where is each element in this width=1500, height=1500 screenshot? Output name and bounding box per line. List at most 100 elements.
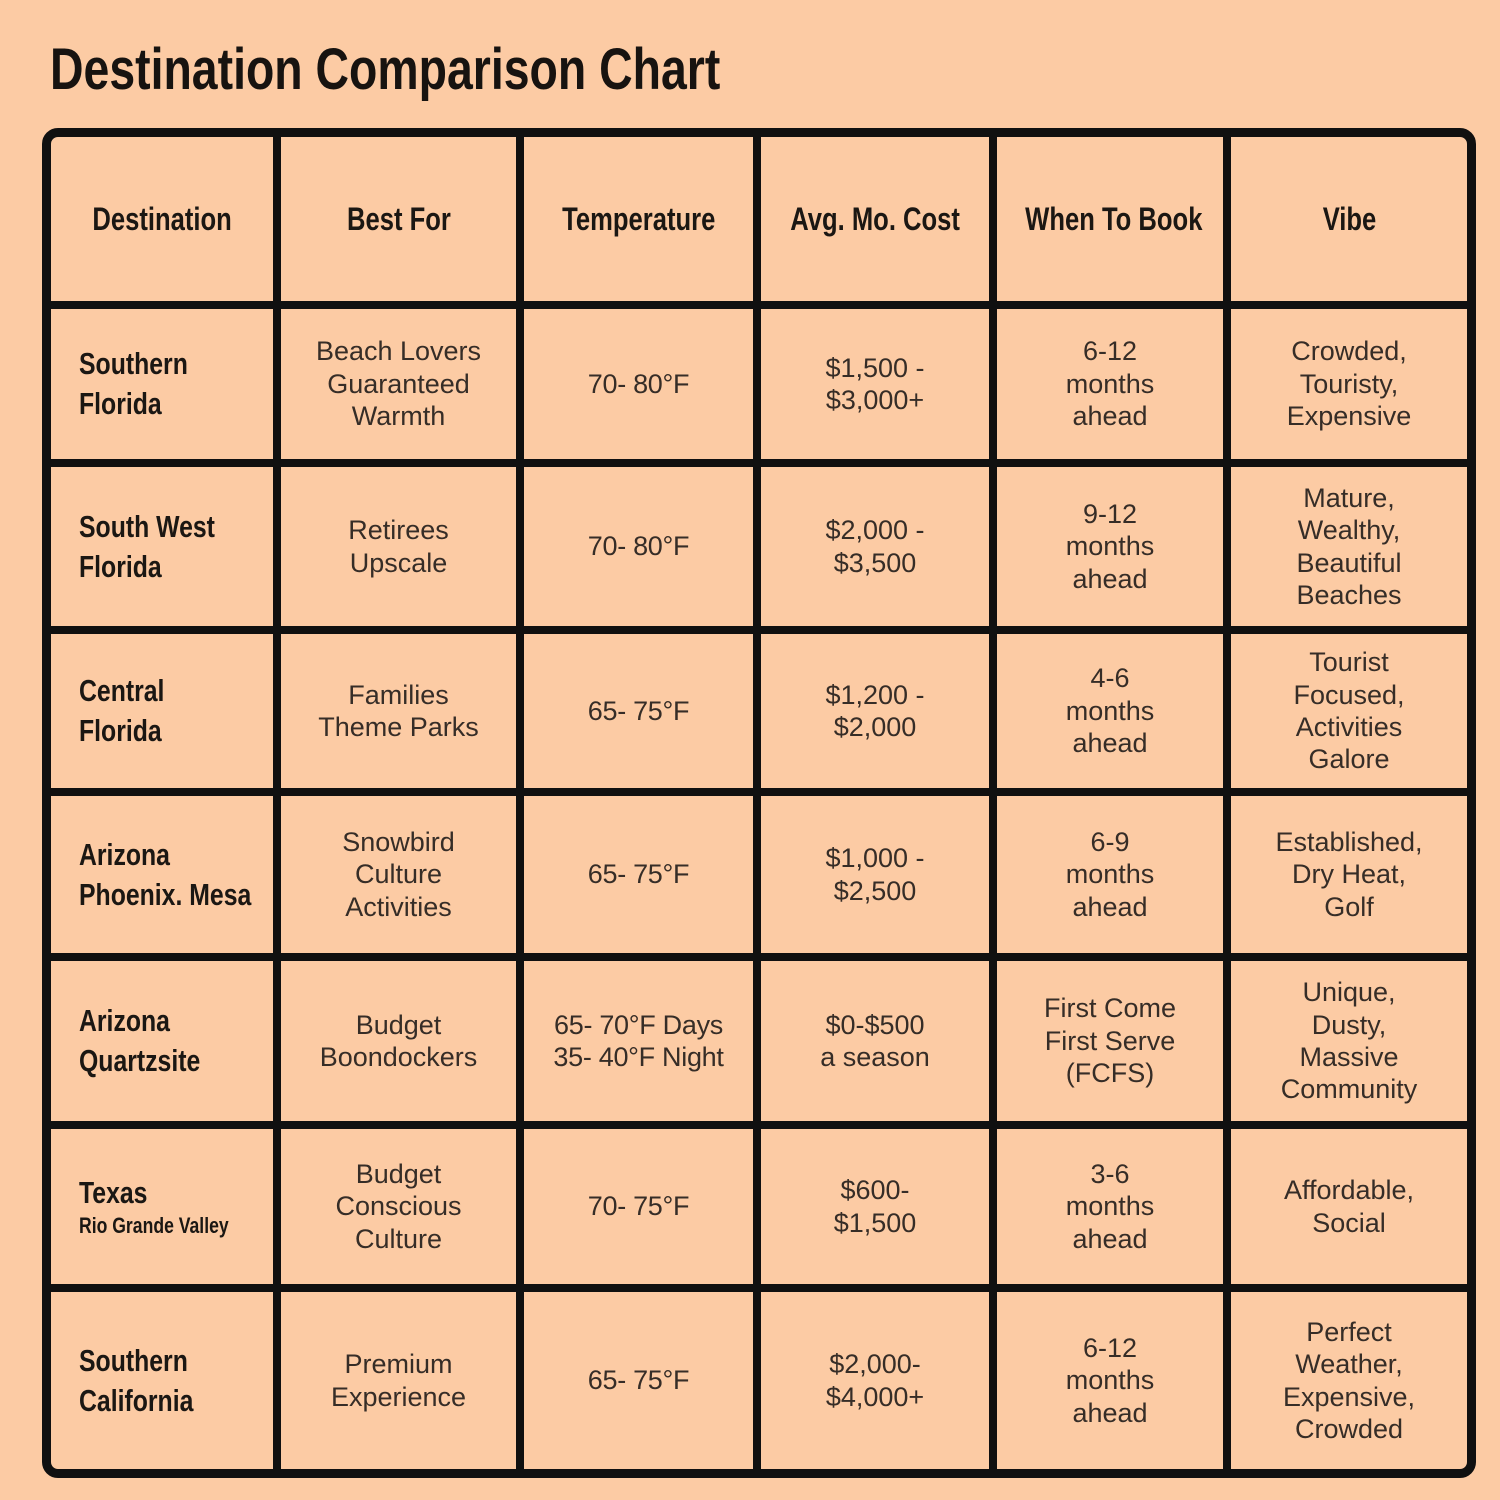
cell-text: Unique, Dusty, Massive Community <box>1280 977 1418 1105</box>
cell-text: 4-6 months ahead <box>1065 663 1155 759</box>
cell-best-for: Budget Conscious Culture <box>281 1129 524 1292</box>
cell-vibe: Perfect Weather, Expensive, Crowded <box>1231 1292 1467 1469</box>
cell-text: 70- 75°F <box>587 1191 690 1222</box>
cell-temperature: 65- 75°F <box>524 634 761 796</box>
cell-vibe: Established, Dry Heat, Golf <box>1231 796 1467 961</box>
cell-temperature: 70- 75°F <box>524 1129 761 1292</box>
cell-avg-mo-cost: $0-$500 a season <box>761 961 997 1129</box>
cell-text: Snowbird Culture Activities <box>342 826 455 922</box>
table-row: Texas Rio Grande Valley Budget Conscious… <box>51 1129 1467 1292</box>
cell-when-to-book: 3-6 months ahead <box>997 1129 1231 1292</box>
header-label: Best For <box>346 200 451 237</box>
cell-text: Established, Dry Heat, Golf <box>1275 826 1423 922</box>
comparison-table: Destination Best For Temperature Avg. Mo… <box>42 128 1476 1478</box>
cell-text: Budget Conscious Culture <box>335 1158 462 1254</box>
destination-name: Arizona Quartzsite <box>79 1001 200 1080</box>
header-when-to-book: When To Book <box>997 137 1231 309</box>
destination-line2: California <box>79 1382 194 1418</box>
cell-text: $2,000- $4,000+ <box>825 1349 925 1412</box>
header-vibe: Vibe <box>1231 137 1467 309</box>
cell-vibe: Mature, Wealthy, Beautiful Beaches <box>1231 467 1467 634</box>
destination-line1: South West <box>79 508 215 544</box>
cell-text: 6-12 months ahead <box>1065 1332 1155 1428</box>
destination-line1: Central <box>79 673 165 709</box>
header-label: Vibe <box>1322 200 1376 237</box>
destination-name: Central Florida <box>79 671 164 750</box>
destination-name: Southern Florida <box>79 344 188 423</box>
cell-text: Beach Lovers Guaranteed Warmth <box>315 336 482 432</box>
cell-text: 6-12 months ahead <box>1065 336 1155 432</box>
cell-text: Families Theme Parks <box>318 679 479 742</box>
cell-destination: Arizona Quartzsite <box>51 961 281 1129</box>
cell-text: First Come First Serve (FCFS) <box>1043 993 1176 1089</box>
cell-text: 65- 75°F <box>587 1365 690 1396</box>
cell-text: 65- 75°F <box>587 695 690 726</box>
cell-destination: Southern California <box>51 1292 281 1469</box>
cell-text: 6-9 months ahead <box>1065 826 1155 922</box>
cell-avg-mo-cost: $600- $1,500 <box>761 1129 997 1292</box>
cell-temperature: 70- 80°F <box>524 467 761 634</box>
cell-text: Budget Boondockers <box>319 1009 478 1072</box>
cell-vibe: Affordable, Social <box>1231 1129 1467 1292</box>
cell-text: 70- 80°F <box>587 531 690 562</box>
header-temperature: Temperature <box>524 137 761 309</box>
cell-text: Tourist Focused, Activities Galore <box>1293 647 1405 775</box>
cell-avg-mo-cost: $1,000 - $2,500 <box>761 796 997 961</box>
cell-text: Mature, Wealthy, Beautiful Beaches <box>1296 482 1402 610</box>
destination-line2: Quartzsite <box>79 1043 201 1078</box>
cell-best-for: Budget Boondockers <box>281 961 524 1129</box>
header-avg-mo-cost: Avg. Mo. Cost <box>761 137 997 309</box>
cell-temperature: 70- 80°F <box>524 309 761 467</box>
cell-text: $1,200 - $2,000 <box>825 679 925 742</box>
cell-destination: South West Florida <box>51 467 281 634</box>
destination-line2: Florida <box>79 548 162 584</box>
cell-best-for: Snowbird Culture Activities <box>281 796 524 961</box>
cell-when-to-book: 6-12 months ahead <box>997 1292 1231 1469</box>
cell-text: $600- $1,500 <box>833 1175 917 1238</box>
destination-line2: Phoenix. Mesa <box>79 876 252 912</box>
cell-text: Premium Experience <box>330 1349 467 1412</box>
page-title-text: Destination Comparison Chart <box>50 37 721 102</box>
destination-name: Arizona Phoenix. Mesa <box>79 835 251 914</box>
destination-name: Southern California <box>79 1341 193 1420</box>
cell-best-for: Premium Experience <box>281 1292 524 1469</box>
destination-line1: Arizona <box>79 836 170 872</box>
cell-vibe: Unique, Dusty, Massive Community <box>1231 961 1467 1129</box>
cell-avg-mo-cost: $1,200 - $2,000 <box>761 634 997 796</box>
cell-destination: Central Florida <box>51 634 281 796</box>
destination-name: Texas Rio Grande Valley <box>79 1173 229 1241</box>
destination-line2: Rio Grande Valley <box>79 1213 229 1239</box>
cell-when-to-book: 6-9 months ahead <box>997 796 1231 961</box>
cell-text: Retirees Upscale <box>348 515 449 578</box>
table-row: South West Florida Retirees Upscale 70- … <box>51 467 1467 634</box>
header-label: When To Book <box>1025 200 1203 237</box>
table-row: Southern California Premium Experience 6… <box>51 1292 1467 1469</box>
cell-text: Crowded, Touristy, Expensive <box>1286 336 1412 432</box>
cell-text: $1,000 - $2,500 <box>825 843 925 906</box>
cell-temperature: 65- 75°F <box>524 1292 761 1469</box>
destination-line1: Southern <box>79 346 188 382</box>
cell-best-for: Families Theme Parks <box>281 634 524 796</box>
cell-destination: Southern Florida <box>51 309 281 467</box>
cell-text: 65- 70°F Days 35- 40°F Night <box>553 1009 724 1072</box>
table-row: Southern Florida Beach Lovers Guaranteed… <box>51 309 1467 467</box>
destination-line1: Arizona <box>79 1003 170 1039</box>
cell-text: $2,000 - $3,500 <box>825 515 925 578</box>
cell-vibe: Crowded, Touristy, Expensive <box>1231 309 1467 467</box>
destination-line2: Florida <box>79 713 162 748</box>
cell-text: $1,500 - $3,000+ <box>825 352 925 415</box>
destination-line1: Texas <box>79 1174 148 1210</box>
cell-best-for: Beach Lovers Guaranteed Warmth <box>281 309 524 467</box>
page-title: Destination Comparison Chart <box>50 36 888 103</box>
cell-avg-mo-cost: $2,000- $4,000+ <box>761 1292 997 1469</box>
cell-temperature: 65- 75°F <box>524 796 761 961</box>
destination-name: South West Florida <box>79 507 215 586</box>
header-label: Temperature <box>561 200 716 237</box>
header-best-for: Best For <box>281 137 524 309</box>
destination-line1: Southern <box>79 1342 188 1378</box>
cell-text: 65- 75°F <box>587 859 690 890</box>
cell-text: 3-6 months ahead <box>1065 1158 1155 1254</box>
table-row: Arizona Quartzsite Budget Boondockers 65… <box>51 961 1467 1129</box>
cell-text: 9-12 months ahead <box>1065 498 1155 594</box>
cell-text: 70- 80°F <box>587 368 690 399</box>
